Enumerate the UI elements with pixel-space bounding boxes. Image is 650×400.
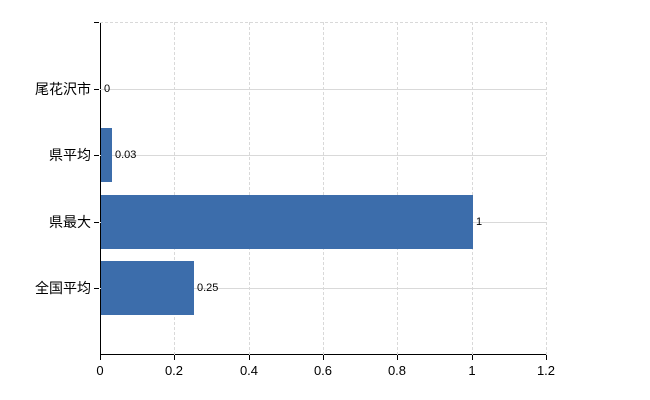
x-axis-tick (472, 355, 473, 360)
y-axis-tick (94, 288, 99, 289)
v-gridline (249, 22, 250, 355)
x-axis-tick (397, 355, 398, 360)
x-tick-label: 1 (468, 363, 476, 378)
h-gridline (100, 288, 546, 289)
x-axis-tick (174, 355, 175, 360)
v-gridline (323, 22, 324, 355)
y-axis-tick (94, 89, 99, 90)
x-axis-tick (100, 355, 101, 360)
v-gridline (397, 22, 398, 355)
category-label: 県平均 (49, 147, 91, 163)
value-label: 1 (476, 216, 483, 228)
bar (101, 128, 112, 182)
value-label: 0 (104, 83, 111, 95)
category-label: 尾花沢市 (35, 81, 91, 97)
x-tick-label: 1.2 (536, 363, 556, 378)
x-axis-tick (249, 355, 250, 360)
v-gridline (174, 22, 175, 355)
x-tick-label: 0.2 (164, 363, 184, 378)
v-gridline (472, 22, 473, 355)
value-label: 0.25 (197, 282, 219, 294)
x-tick-label: 0.4 (239, 363, 259, 378)
x-tick-label: 0.8 (387, 363, 407, 378)
y-axis-top-tick (94, 22, 99, 23)
y-axis-tick (94, 155, 99, 156)
v-gridline (546, 22, 547, 355)
category-label: 県最大 (49, 214, 91, 230)
bar (101, 195, 473, 249)
x-axis-tick (546, 355, 547, 360)
h-gridline (100, 155, 546, 156)
category-label: 全国平均 (35, 280, 91, 296)
x-axis-tick (323, 355, 324, 360)
h-gridline (100, 89, 546, 90)
x-tick-label: 0 (96, 363, 104, 378)
value-label: 0.03 (115, 149, 137, 161)
y-axis-tick (94, 222, 99, 223)
x-tick-label: 0.6 (313, 363, 333, 378)
bar (101, 261, 194, 315)
